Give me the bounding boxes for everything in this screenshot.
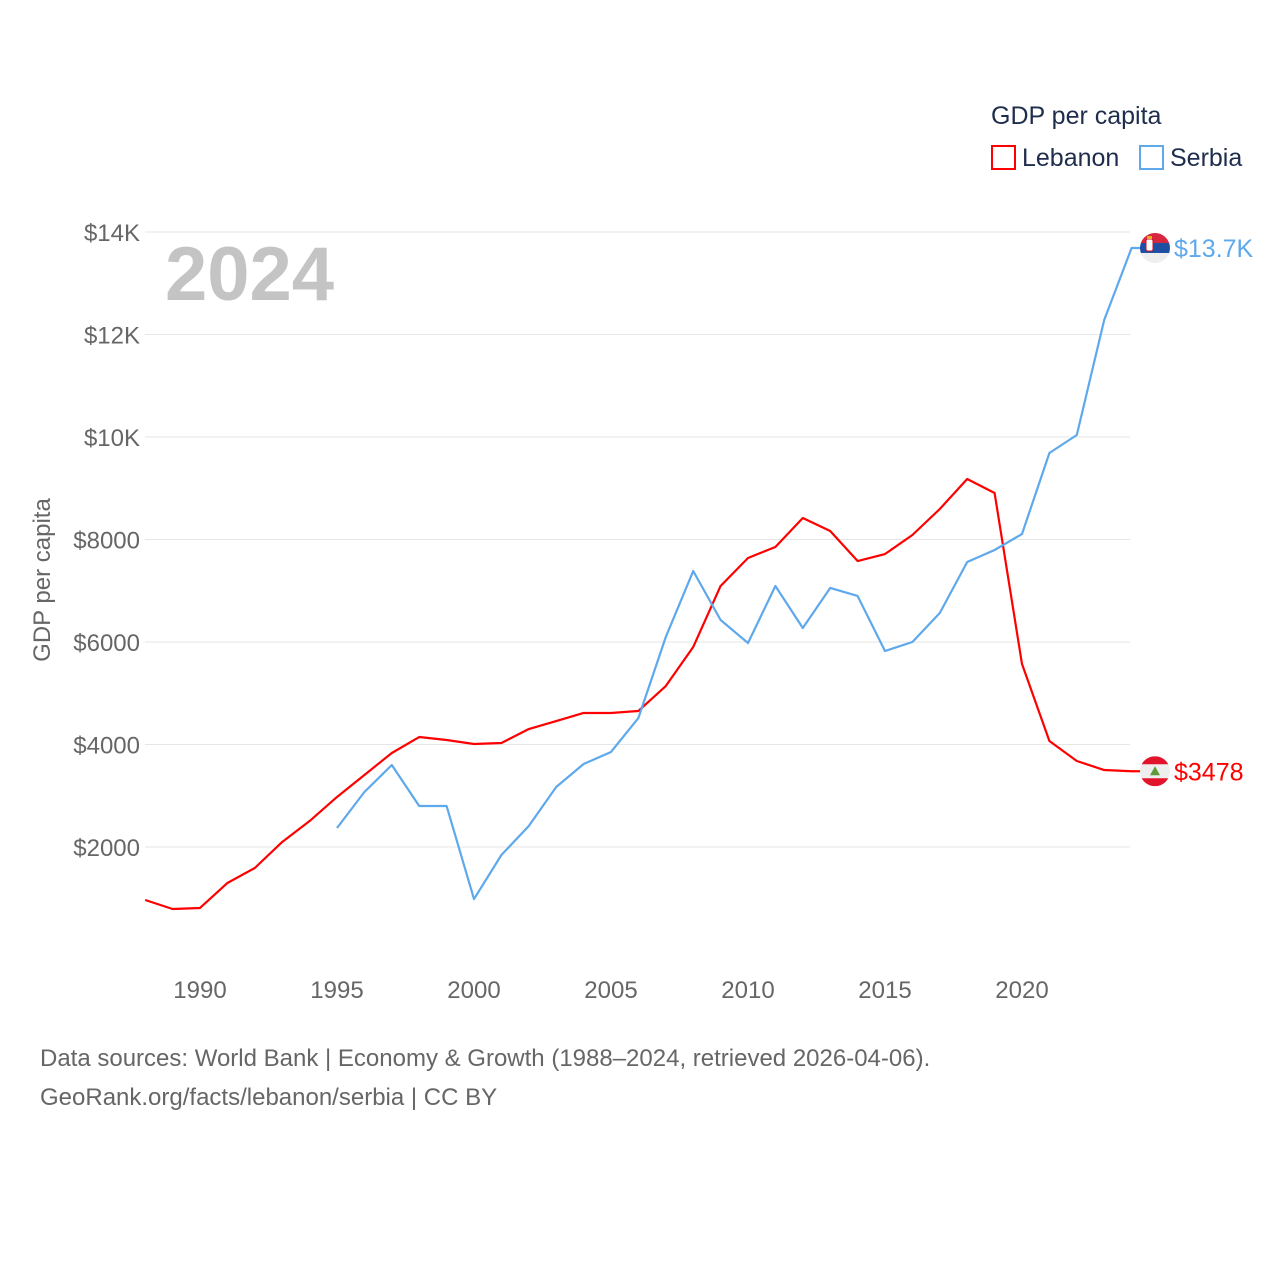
data-point <box>142 897 148 903</box>
data-point <box>197 905 203 911</box>
data-point <box>252 865 258 871</box>
data-point <box>389 762 395 768</box>
data-point <box>361 789 367 795</box>
data-point <box>416 803 422 809</box>
y-tick-label: $4000 <box>73 733 140 760</box>
data-point <box>608 749 614 755</box>
data-point <box>526 726 532 732</box>
x-tick-label: 1990 <box>173 977 226 1004</box>
x-tick-label: 2010 <box>721 977 774 1004</box>
data-point <box>827 585 833 591</box>
data-point <box>745 555 751 561</box>
data-point <box>1074 432 1080 438</box>
series-line-serbia <box>336 246 1142 901</box>
data-point <box>444 737 450 743</box>
data-point <box>526 823 532 829</box>
data-point <box>663 634 669 640</box>
data-point <box>1019 661 1025 667</box>
data-point <box>389 750 395 756</box>
legend-swatch-lebanon <box>991 145 1016 170</box>
data-point <box>170 906 176 912</box>
legend-item-serbia: Serbia <box>1170 144 1242 172</box>
x-tick-label: 2015 <box>858 977 911 1004</box>
data-point <box>964 476 970 482</box>
x-tick-label: 2005 <box>584 977 637 1004</box>
data-point <box>1129 245 1135 251</box>
data-point <box>745 640 751 646</box>
data-point <box>772 583 778 589</box>
end-label-serbia: $13.7K <box>1174 235 1254 263</box>
data-point <box>334 794 340 800</box>
data-point <box>663 683 669 689</box>
data-point <box>581 710 587 716</box>
data-point <box>1019 531 1025 537</box>
data-point <box>361 772 367 778</box>
footer-sources: Data sources: World Bank | Economy & Gro… <box>40 1045 931 1072</box>
data-point <box>1046 738 1052 744</box>
x-tick-label: 2000 <box>447 977 500 1004</box>
data-point <box>553 784 559 790</box>
data-point <box>882 551 888 557</box>
x-tick-label: 1995 <box>310 977 363 1004</box>
y-tick-label: $10K <box>84 425 140 452</box>
data-point <box>416 734 422 740</box>
data-point <box>608 710 614 716</box>
y-axis-label: GDP per capita <box>29 498 56 662</box>
data-point <box>334 825 340 831</box>
data-point <box>1046 450 1052 456</box>
footer-attribution[interactable]: GeoRank.org/facts/lebanon/serbia | CC BY <box>40 1084 498 1111</box>
data-point <box>690 568 696 574</box>
data-point <box>718 617 724 623</box>
data-point <box>224 880 230 886</box>
data-point <box>992 547 998 553</box>
y-tick-label: $8000 <box>73 528 140 555</box>
data-point <box>800 515 806 521</box>
legend-swatch-serbia <box>1139 145 1164 170</box>
x-tick-label: 2020 <box>995 977 1048 1004</box>
legend-item-lebanon: Lebanon <box>1022 144 1119 172</box>
data-point <box>444 803 450 809</box>
data-point <box>937 610 943 616</box>
data-point <box>581 761 587 767</box>
end-label-lebanon: $3478 <box>1174 758 1244 786</box>
data-point <box>855 558 861 564</box>
data-point <box>1101 767 1107 773</box>
data-point <box>718 583 724 589</box>
data-point <box>471 896 477 902</box>
serbia-flag-icon <box>1140 232 1170 263</box>
y-tick-label: $2000 <box>73 835 140 862</box>
data-point <box>471 741 477 747</box>
y-tick-label: $6000 <box>73 630 140 657</box>
data-point <box>827 528 833 534</box>
data-point <box>1101 317 1107 323</box>
y-tick-label: $14K <box>84 220 140 247</box>
data-point <box>1129 768 1135 774</box>
series-line-lebanon <box>144 477 1142 911</box>
data-point <box>307 818 313 824</box>
data-point <box>909 532 915 538</box>
data-point <box>992 490 998 496</box>
year-label: 2024 <box>165 232 334 317</box>
data-point <box>800 625 806 631</box>
legend-title: GDP per capita <box>991 102 1162 130</box>
data-point <box>964 559 970 565</box>
data-point <box>690 644 696 650</box>
data-point <box>855 593 861 599</box>
data-point <box>498 852 504 858</box>
data-point <box>553 718 559 724</box>
y-tick-label: $12K <box>84 323 140 350</box>
data-point <box>498 740 504 746</box>
data-point <box>909 639 915 645</box>
data-point <box>635 715 641 721</box>
data-point <box>937 506 943 512</box>
data-point <box>1074 758 1080 764</box>
lebanon-flag-icon <box>1140 756 1170 787</box>
data-point <box>772 544 778 550</box>
data-point <box>279 839 285 845</box>
data-point <box>882 648 888 654</box>
